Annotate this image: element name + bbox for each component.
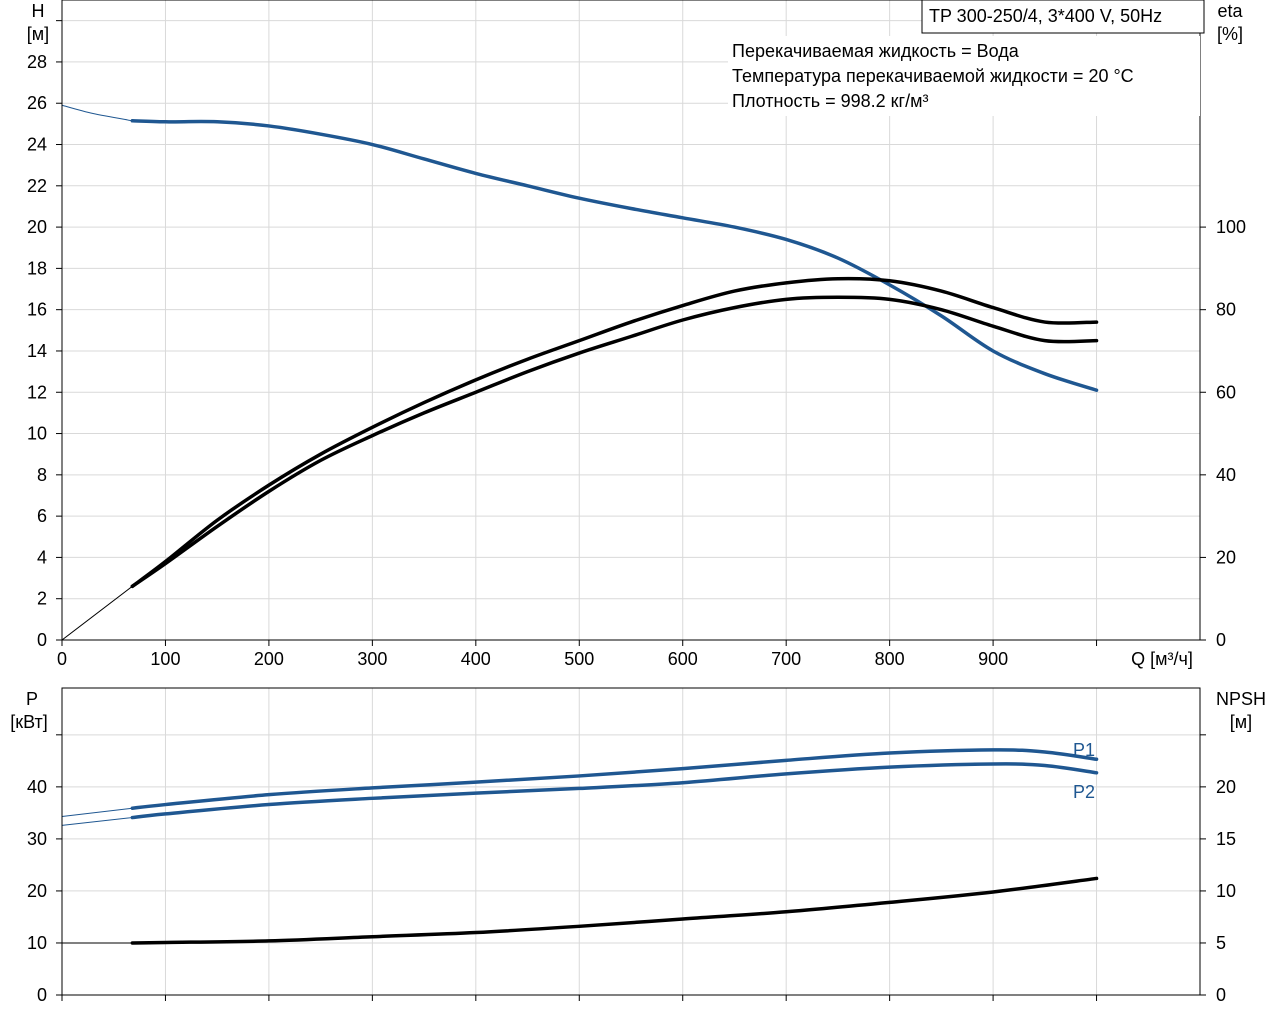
x-tick-label: 700: [771, 649, 801, 669]
top-right-axis-label-1: eta: [1217, 1, 1243, 21]
top-left-tick-label: 20: [27, 217, 47, 237]
top-left-tick-label: 0: [37, 630, 47, 650]
x-tick-label: 400: [461, 649, 491, 669]
bottom-left-tick-label: 20: [27, 881, 47, 901]
info-line-temperature: Температура перекачиваемой жидкости = 20…: [732, 66, 1134, 86]
bottom-left-tick-label: 10: [27, 933, 47, 953]
top-series-line-2: [61, 585, 133, 641]
bottom-right-tick-label: 20: [1216, 777, 1236, 797]
bottom-series-line-2: [61, 817, 133, 826]
bottom-right-axis-label-2: [м]: [1230, 712, 1252, 732]
bottom-series-line-0: [61, 807, 133, 818]
top-series-line-1: [130, 119, 1099, 392]
top-left-axis-label-1: H: [32, 1, 45, 21]
bottom-left-axis-label-1: P: [26, 689, 38, 709]
top-series-line-3: [130, 276, 1099, 589]
model-box-text: TP 300-250/4, 3*400 V, 50Hz: [929, 6, 1162, 26]
model-box: [921, 0, 1205, 34]
x-tick-label: 300: [357, 649, 387, 669]
top-right-tick-label: 100: [1216, 217, 1246, 237]
x-axis-label: Q [м³/ч]: [1131, 649, 1193, 669]
top-left-tick-label: 22: [27, 176, 47, 196]
top-left-tick-label: 14: [27, 341, 47, 361]
x-tick-label: 200: [254, 649, 284, 669]
x-tick-label: 800: [875, 649, 905, 669]
top-right-tick-label: 0: [1216, 630, 1226, 650]
info-line-fluid: Перекачиваемая жидкость = Вода: [732, 41, 1020, 61]
bottom-left-tick-label: 30: [27, 829, 47, 849]
top-left-tick-label: 18: [27, 258, 47, 278]
top-series-line-4: [130, 295, 1099, 589]
x-tick-label: 900: [978, 649, 1008, 669]
top-series-line-0: [61, 104, 133, 122]
top-plot-frame: [61, 0, 1201, 641]
top-right-axis-label-2: [%]: [1217, 24, 1243, 44]
info-panel: [728, 36, 1200, 116]
series-label-p2: P2: [1073, 782, 1095, 802]
top-left-tick-label: 12: [27, 382, 47, 402]
bottom-left-tick-label: 40: [27, 777, 47, 797]
bottom-right-tick-label: 0: [1216, 985, 1226, 1005]
bottom-series-line-3: [130, 762, 1099, 820]
bottom-plot-frame: [61, 687, 1201, 996]
bottom-right-axis-label-1: NPSH: [1216, 689, 1266, 709]
series-label-p1: P1: [1073, 740, 1095, 760]
info-line-density: Плотность = 998.2 кг/м³: [732, 91, 928, 111]
top-left-tick-label: 26: [27, 93, 47, 113]
bottom-series-line-5: [130, 876, 1099, 945]
top-left-tick-label: 4: [37, 547, 47, 567]
x-tick-label: 600: [668, 649, 698, 669]
top-left-tick-label: 16: [27, 300, 47, 320]
power-npsh-chart: 0 10 20 30 40 0 5 10 15 20 P [кВт] NPSH [м] P1 P2: [10, 687, 1266, 1005]
top-right-tick-label: 20: [1216, 547, 1236, 567]
bottom-left-tick-label: 0: [37, 985, 47, 1005]
top-left-axis-label-2: [м]: [27, 24, 49, 44]
top-left-tick-label: 2: [37, 589, 47, 609]
top-left-tick-label: 8: [37, 465, 47, 485]
top-right-tick-label: 80: [1216, 300, 1236, 320]
bottom-left-axis-label-2: [кВт]: [10, 712, 48, 732]
top-left-tick-label: 6: [37, 506, 47, 526]
top-left-tick-label: 10: [27, 424, 47, 444]
bottom-right-tick-label: 10: [1216, 881, 1236, 901]
x-tick-label: 500: [564, 649, 594, 669]
top-left-tick-label: 24: [27, 135, 47, 155]
top-right-tick-label: 40: [1216, 465, 1236, 485]
bottom-right-tick-label: 5: [1216, 933, 1226, 953]
bottom-right-tick-label: 15: [1216, 829, 1236, 849]
top-right-tick-label: 60: [1216, 382, 1236, 402]
top-left-tick-label: 28: [27, 52, 47, 72]
bottom-series-line-1: [130, 748, 1099, 810]
x-tick-label: 100: [150, 649, 180, 669]
x-tick-label: 0: [57, 649, 67, 669]
